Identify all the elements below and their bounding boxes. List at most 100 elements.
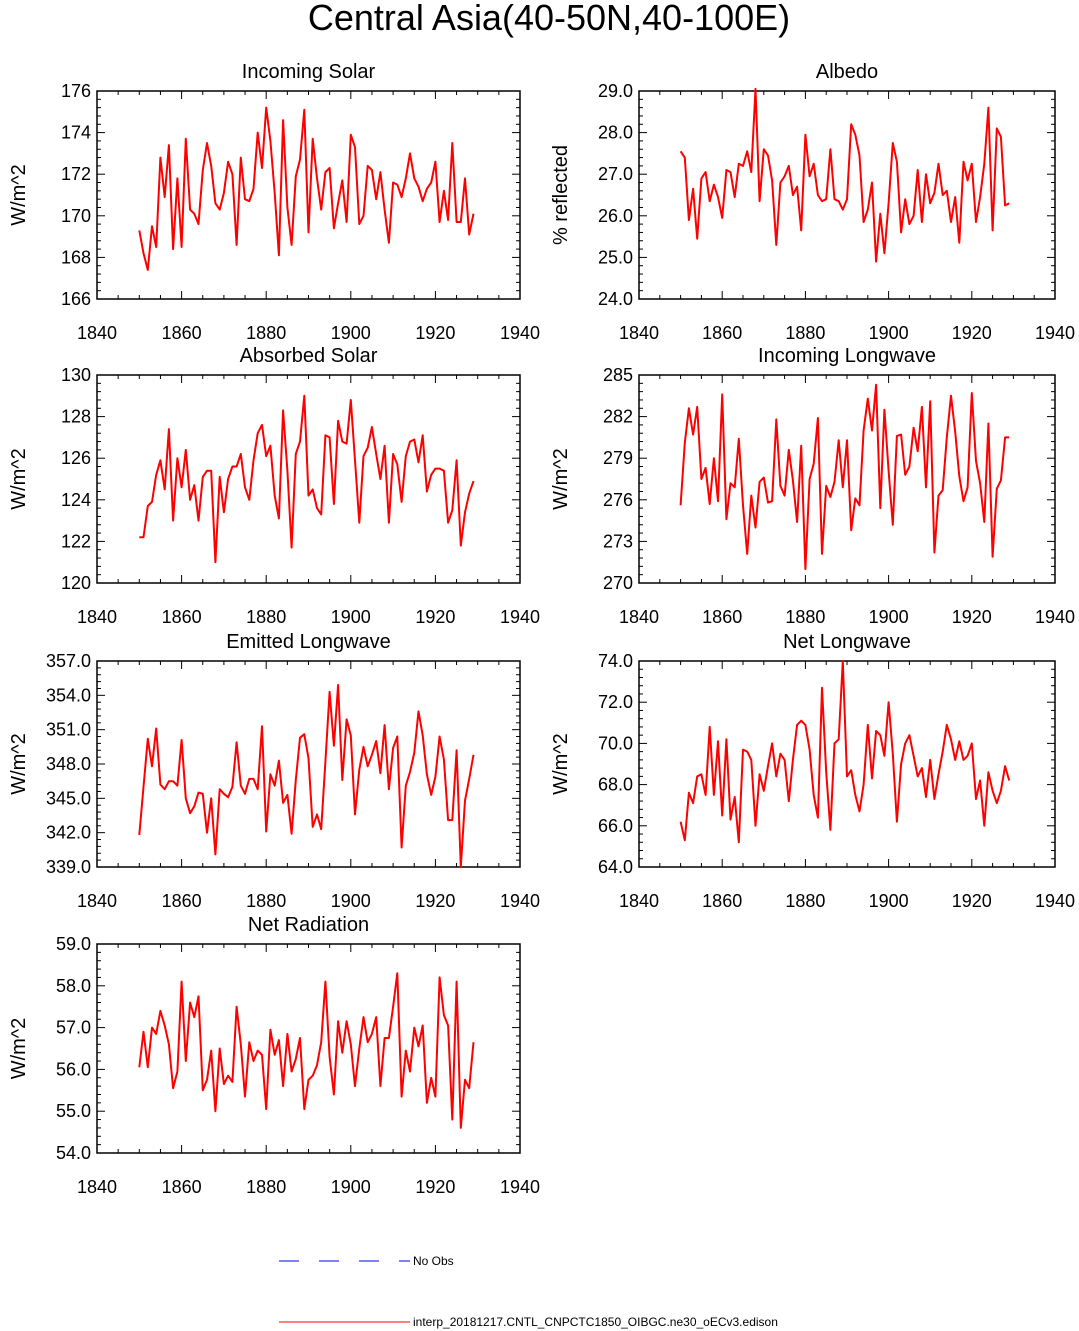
legend: No Obs interp_20181217.CNTL_CNPCTC1850_O… [279,1254,778,1329]
x-tick-label: 1860 [702,607,742,627]
y-tick-label: 72.0 [598,692,633,712]
y-tick-label: 276 [603,490,633,510]
y-tick-label: 126 [61,448,91,468]
x-tick-label: 1860 [162,607,202,627]
y-tick-label: 74.0 [598,651,633,671]
panel-emitted-longwave: Emitted Longwave W/m^2 339.0 342.0 345.0 348.… [8,631,540,911]
x-tick-label: 1900 [869,607,909,627]
panel-title: Absorbed Solar [240,345,378,367]
x-tick-label: 1920 [952,607,992,627]
y-tick-label: 130 [61,365,91,385]
x-tick-label: 1840 [77,323,117,343]
x-tick-label: 1840 [77,607,117,627]
plot-frame [96,90,521,300]
series-line-incoming-longwave [679,383,1010,571]
y-tick-label: 345.0 [46,788,91,808]
panel-title: Net Longwave [783,631,911,653]
panel-title: Net Radiation [248,914,369,936]
x-tick-label: 1940 [1035,323,1075,343]
series-line-net-longwave [679,660,1011,844]
y-tick-label: 342.0 [46,823,91,843]
x-tick-label: 1840 [77,1177,117,1197]
y-axis-label: % reflected [550,145,572,245]
y-tick-label: 70.0 [598,733,633,753]
panel-title: Incoming Longwave [758,345,936,367]
y-tick-label: 273 [603,531,633,551]
x-tick-label: 1920 [415,323,455,343]
x-tick-label: 1900 [331,891,371,911]
series-line-absorbed-solar [139,394,475,564]
y-tick-label: 28.0 [598,123,633,143]
panel-title: Incoming Solar [242,61,376,83]
panel-net-longwave: Net Longwave W/m^2 64.0 66.0 68.0 70.0 72.0 74.… [550,631,1075,911]
x-tick-label: 1880 [785,323,825,343]
y-tick-label: 64.0 [598,857,633,877]
x-tick-label: 1940 [1035,891,1075,911]
x-tick-label: 1900 [869,323,909,343]
x-tick-label: 1900 [331,607,371,627]
x-tick-label: 1920 [952,323,992,343]
x-tick-label: 1900 [869,891,909,911]
x-tick-label: 1880 [246,1177,286,1197]
y-tick-label: 351.0 [46,720,91,740]
panel-albedo: Albedo % reflected 24.0 25.0 26.0 27.0 28.0 29.… [550,61,1075,343]
series-line-albedo [679,87,1010,263]
x-tick-label: 1860 [702,891,742,911]
y-tick-label: 128 [61,407,91,427]
y-tick-label: 174 [61,123,91,143]
y-tick-label: 66.0 [598,816,633,836]
y-axis-label: W/m^2 [550,448,572,510]
x-tick-label: 1940 [500,891,540,911]
x-tick-label: 1880 [246,323,286,343]
y-tick-label: 354.0 [46,685,91,705]
x-tick-label: 1900 [331,323,371,343]
series-line-emitted-longwave [138,684,475,868]
y-axis-label: W/m^2 [8,733,30,795]
y-tick-label: 285 [603,365,633,385]
x-tick-label: 1840 [619,607,659,627]
panel-net-radiation: Net Radiation W/m^2 54.0 55.0 56.0 57.0 58.0 59… [8,914,540,1197]
y-tick-label: 55.0 [56,1101,91,1121]
y-tick-label: 166 [61,289,91,309]
x-tick-label: 1860 [162,891,202,911]
x-tick-label: 1860 [702,323,742,343]
y-tick-label: 170 [61,206,91,226]
x-tick-label: 1920 [415,1177,455,1197]
y-tick-label: 26.0 [598,206,633,226]
series-line-net-radiation [138,972,475,1129]
y-tick-label: 59.0 [56,934,91,954]
y-tick-label: 279 [603,448,633,468]
y-tick-label: 68.0 [598,775,633,795]
y-axis-label: W/m^2 [550,733,572,795]
y-tick-label: 282 [603,407,633,427]
y-tick-label: 27.0 [598,164,633,184]
panel-incoming-longwave: Incoming Longwave W/m^2 270 273 276 279 282 285… [550,345,1075,627]
legend-no-obs-label: No Obs [413,1254,454,1268]
x-tick-label: 1920 [952,891,992,911]
y-tick-label: 56.0 [56,1059,91,1079]
y-axis-label: W/m^2 [8,164,30,226]
panel-title: Albedo [816,61,878,83]
x-tick-label: 1940 [500,1177,540,1197]
x-tick-label: 1840 [619,891,659,911]
y-tick-label: 29.0 [598,81,633,101]
y-tick-label: 357.0 [46,651,91,671]
panel-incoming-solar: Incoming Solar W/m^2 166 168 170 172 174 176 184… [8,61,540,343]
panel-absorbed-solar: Absorbed Solar W/m^2 120 122 124 126 128 130 184… [8,345,540,627]
y-tick-label: 176 [61,81,91,101]
y-tick-label: 168 [61,247,91,267]
y-tick-label: 339.0 [46,857,91,877]
plot-frame [96,943,521,1154]
x-tick-label: 1920 [415,607,455,627]
y-tick-label: 24.0 [598,289,633,309]
x-tick-label: 1860 [162,1177,202,1197]
y-axis-label: W/m^2 [8,448,30,510]
y-tick-label: 124 [61,490,91,510]
x-tick-label: 1940 [500,607,540,627]
y-tick-label: 348.0 [46,754,91,774]
y-tick-label: 270 [603,573,633,593]
y-tick-label: 172 [61,164,91,184]
figure-title: Central Asia(40-50N,40-100E) [308,0,790,38]
legend-model-label: interp_20181217.CNTL_CNPCTC1850_OIBGC.ne… [413,1315,778,1329]
